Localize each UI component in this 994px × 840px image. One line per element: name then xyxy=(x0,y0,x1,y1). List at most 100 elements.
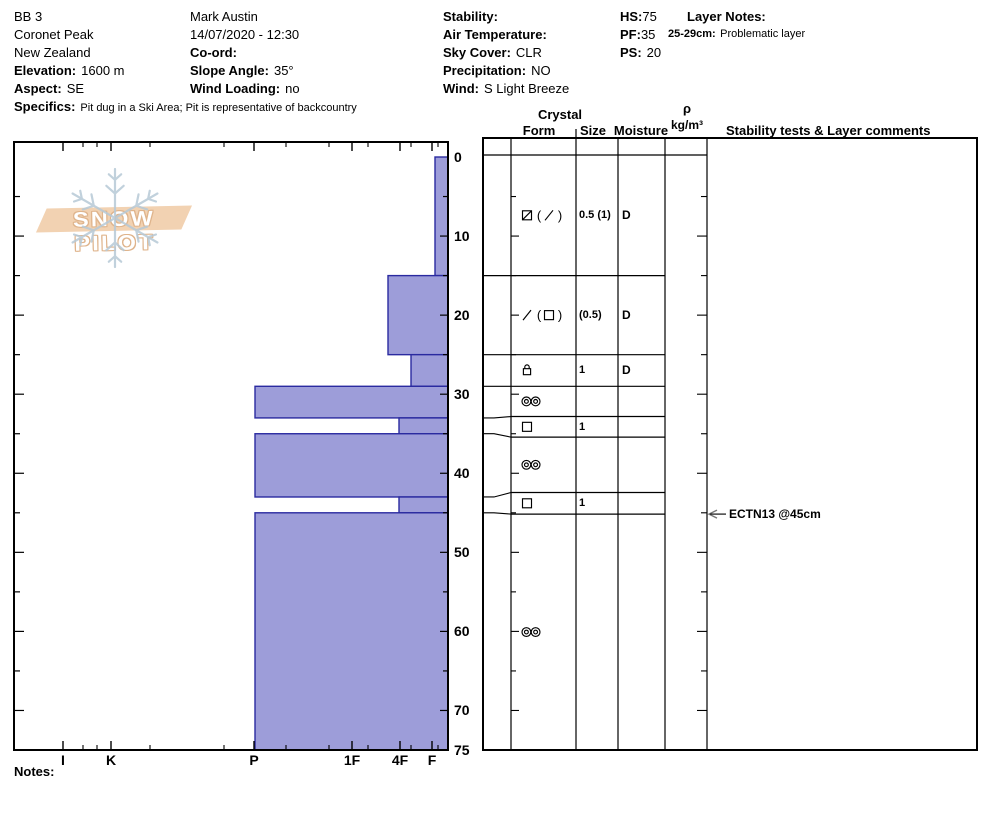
crystal-symbol-padlock xyxy=(524,364,530,369)
layer-note: 25-29cm: Problematic layer xyxy=(668,24,805,42)
depth-label-0: 0 xyxy=(454,149,462,165)
conditions-block: Stability: Air Temperature: Sky Cover: CL… xyxy=(443,8,569,98)
hardness-label-K: K xyxy=(105,752,117,768)
ps-label: PS: xyxy=(620,45,642,60)
air-temp-label: Air Temperature: xyxy=(443,27,547,42)
layer-bar-43-45cm xyxy=(398,496,449,514)
layer-bar-0-15cm xyxy=(434,156,449,277)
layer-bar-29-33cm xyxy=(254,385,449,419)
depth-label-20: 20 xyxy=(454,307,470,324)
crystal-symbol-double-circles xyxy=(530,627,541,638)
slope-angle-label: Slope Angle: xyxy=(190,63,269,78)
layer-bar-33-35cm xyxy=(398,417,449,435)
layer-note-range: 25-29cm: xyxy=(668,28,716,40)
hardness-label-P: P xyxy=(249,752,259,768)
pf-value: 35 xyxy=(640,27,656,42)
elevation-label: Elevation: xyxy=(14,63,77,78)
depth-label-60: 60 xyxy=(454,623,470,640)
specifics-value: Pit dug in a Ski Area; Pit is representa… xyxy=(80,102,357,114)
precipitation-label: Precipitation: xyxy=(443,63,527,78)
moisture-value-15cm: D xyxy=(622,308,631,323)
hardness-label-1F: 1F xyxy=(343,752,361,768)
table-frame xyxy=(482,137,978,751)
row-offset-connector-43cm xyxy=(483,491,512,498)
crystal-symbol-padlock xyxy=(522,368,532,376)
slope-angle-value: 35° xyxy=(273,63,294,78)
moisture-value-0cm: D xyxy=(622,208,631,223)
notes-label: Notes: xyxy=(14,764,55,779)
depth-label-50: 50 xyxy=(454,544,470,561)
size-value-33cm: 1 xyxy=(579,420,586,433)
crystal-symbol-square xyxy=(521,421,533,432)
crystal-symbol-square-diagonal xyxy=(522,210,532,221)
layer-bar-15-25cm xyxy=(387,274,449,356)
chart-frame xyxy=(13,141,449,751)
hs-value: 75 xyxy=(642,9,657,24)
crystal-symbol-double-circles xyxy=(521,627,532,638)
crystal-symbol-double-circles xyxy=(533,398,539,404)
crystal-symbol-double-circles xyxy=(533,462,539,468)
specifics-label: Specifics: xyxy=(14,99,76,114)
hardness-label-F: F xyxy=(427,752,437,768)
coord-label: Co-ord: xyxy=(190,45,237,60)
layer-notes-label: Layer Notes: xyxy=(687,9,766,24)
elevation-value: 1600 m xyxy=(81,63,125,78)
layer-note-text: Problematic layer xyxy=(720,28,806,40)
crystal-symbol-double-circles xyxy=(523,398,529,404)
wind-loading-value: no xyxy=(285,81,300,96)
row-offset-connector-45cm xyxy=(483,512,512,515)
size-value-43cm: 1 xyxy=(579,497,586,510)
row-offset-connector-33cm xyxy=(483,415,512,419)
crystal-symbol-square xyxy=(521,498,533,509)
hardness-label-I: I xyxy=(61,752,65,768)
paren-glyph: ) xyxy=(558,208,562,223)
sky-cover-label: Sky Cover: xyxy=(443,45,511,60)
moisture-value-25cm: D xyxy=(622,363,631,378)
ps-value: 20 xyxy=(646,45,662,60)
crystal-symbol-slash xyxy=(544,209,554,221)
form-header: Form xyxy=(522,123,556,138)
row-offset-connector-35cm xyxy=(483,433,512,438)
size-value-25cm: 1 xyxy=(579,364,586,377)
aspect-value: SE xyxy=(66,81,85,96)
pit-name: BB 3 xyxy=(14,9,43,24)
crystal-symbol-square xyxy=(543,310,555,321)
pit-country: New Zealand xyxy=(14,45,91,60)
crystal-symbol-double-circles xyxy=(530,459,541,470)
crystal-symbol-double-circles xyxy=(521,459,532,470)
size-value-15cm: (0.5) xyxy=(579,309,602,322)
depth-label-40: 40 xyxy=(454,465,470,482)
wind-loading-label: Wind Loading: xyxy=(190,81,281,96)
crystal-symbol-double-circles xyxy=(523,629,529,635)
stability-test-ECTN13-@45cm: ECTN13 @45cm xyxy=(729,507,821,522)
pit-datetime: 14/07/2020 - 12:30 xyxy=(190,27,300,42)
totals-block: HS:75 PF:35 PS: 20 xyxy=(620,8,661,62)
crystal-symbol-double-circles xyxy=(521,396,532,407)
rho-header: ρ xyxy=(682,101,692,116)
aspect-label: Aspect: xyxy=(14,81,62,96)
precipitation-value: NO xyxy=(531,63,551,78)
hardness-label-4F: 4F xyxy=(391,752,409,768)
snowflake-icon xyxy=(71,167,159,269)
wind-value: S Light Breeze xyxy=(483,81,570,96)
rho-units-header: kg/m³ xyxy=(670,118,703,132)
crystal-symbol-double-circles xyxy=(530,396,541,407)
stability-tests-header: Stability tests & Layer comments xyxy=(726,123,931,138)
crystal-symbol-double-circles xyxy=(523,462,529,468)
crystal-header: Crystal xyxy=(537,107,583,122)
hs-label: HS: xyxy=(620,9,643,24)
test-arrowhead-icon xyxy=(707,509,718,519)
crystal-symbol-double-circles xyxy=(533,629,539,635)
pit-info-block: BB 3 Coronet Peak New Zealand Elevation:… xyxy=(14,8,357,116)
depth-label-70: 70 xyxy=(454,702,470,719)
observer-name: Mark Austin xyxy=(190,9,258,24)
paren-glyph: ( xyxy=(537,208,542,223)
paren-glyph: ) xyxy=(558,308,562,323)
pit-region: Coronet Peak xyxy=(14,27,94,42)
depth-label-10: 10 xyxy=(454,228,470,245)
crystal-symbol-square-diagonal xyxy=(521,210,533,221)
layer-bar-35-43cm xyxy=(254,433,449,498)
crystal-symbol-slash xyxy=(522,309,532,321)
